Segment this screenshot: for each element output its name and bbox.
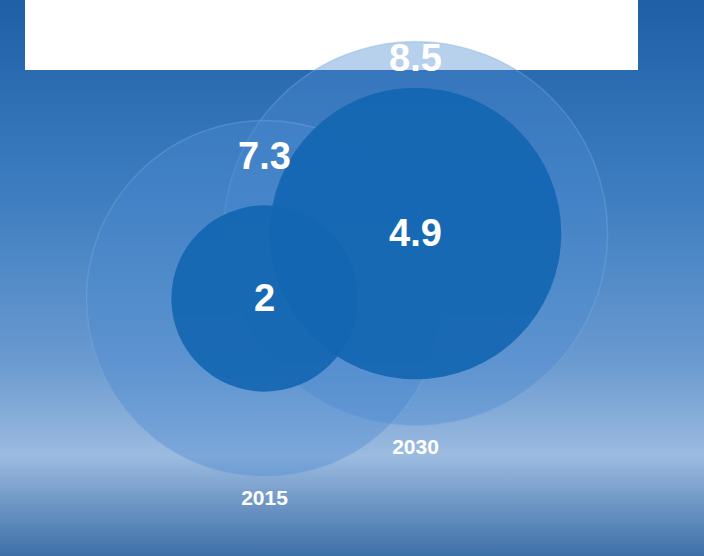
svg-text:7.3: 7.3	[238, 135, 291, 177]
svg-text:2015: 2015	[241, 486, 288, 509]
svg-text:2: 2	[254, 277, 275, 319]
svg-text:4.9: 4.9	[389, 212, 442, 254]
svg-text:2030: 2030	[392, 435, 439, 458]
svg-text:8.5: 8.5	[389, 37, 442, 79]
